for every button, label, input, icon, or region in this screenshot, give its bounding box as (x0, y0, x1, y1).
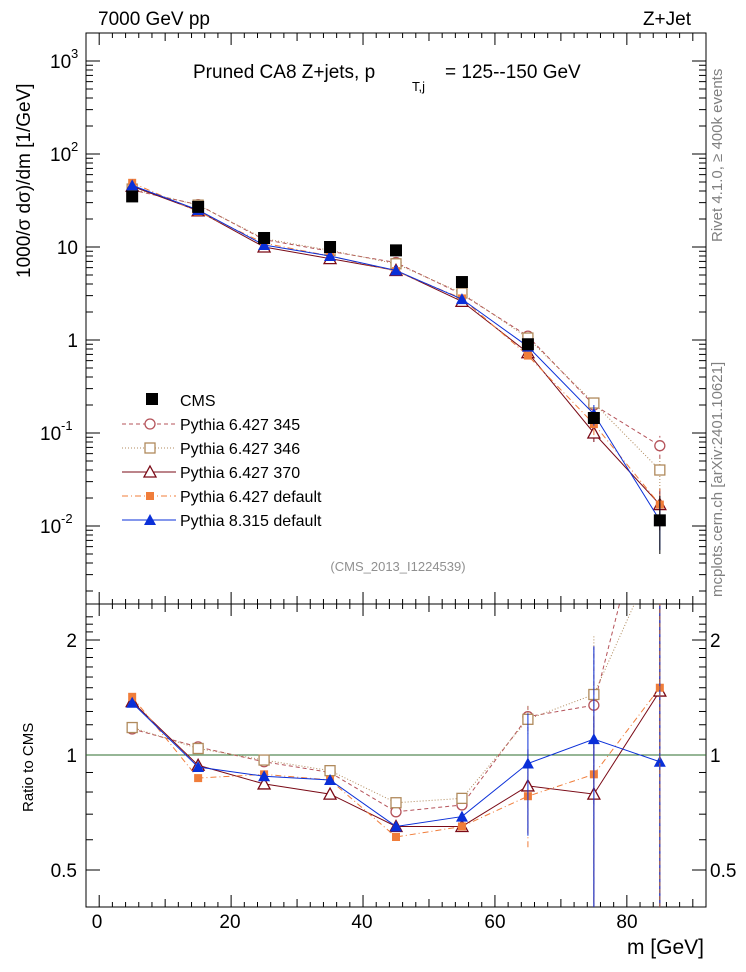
point-p345 (654, 440, 666, 452)
point-p6def (523, 351, 532, 360)
ratio-tick-label-1: 1 (66, 746, 77, 767)
ratio-point-p8def (587, 733, 600, 745)
ratio-point-p346 (456, 792, 468, 805)
legend-marker-p370 (142, 464, 158, 478)
y-tick-label-1000: 10 (50, 52, 71, 73)
plot-title-subscript: T,j (412, 79, 425, 94)
ratio-point-p8def (653, 755, 666, 767)
point-p8def (390, 264, 402, 276)
ratio-tick-label-right-1: 1 (710, 746, 721, 767)
legend-label-cms: CMS (180, 393, 216, 410)
main-y-tick-labels: 10 3 10 2 10 1 10 -1 10 -2 (40, 46, 78, 538)
axis-ticks (86, 32, 706, 907)
y-tick-label-0.1: 10 (40, 424, 61, 445)
legend-label-p346: Pythia 6.427 346 (180, 441, 300, 458)
point-p8def (126, 179, 139, 191)
main-panel-frame (85, 32, 707, 605)
legend-label-p8def: Pythia 8.315 default (180, 513, 322, 530)
legend-marker-p345 (144, 418, 156, 430)
energy-label: 7000 GeV pp (98, 9, 210, 30)
ratio-line-p6def (131, 687, 661, 838)
x-tick-label-80: 80 (616, 912, 637, 933)
point-cms (587, 411, 600, 424)
point-cms (324, 241, 337, 253)
ratio-point-p346 (126, 721, 138, 734)
y-tick-label-1: 1 (67, 331, 78, 352)
ratio-point-p346 (390, 797, 402, 809)
point-cms (455, 276, 468, 289)
legend-marker-p6def (146, 492, 154, 500)
y-tick-label-10: 10 (57, 238, 78, 259)
y-tick-label-0.01: 10 (40, 517, 61, 538)
process-label: Z+Jet (643, 9, 692, 30)
ratio-y-tick-labels: 2 1 0.5 2 1 0.5 (51, 631, 737, 882)
x-tick-labels: 0 20 40 60 80 (92, 912, 638, 933)
ratio-point-p8def (455, 810, 468, 822)
ratio-point-p6def (194, 774, 203, 783)
ratio-tick-label-0.5: 0.5 (51, 861, 77, 882)
point-cms (258, 231, 271, 244)
ratio-axis-title: Ratio to CMS (20, 723, 37, 812)
point-cms (521, 338, 534, 351)
ratio-point-p6def (457, 822, 466, 831)
ratio-line-p346 (132, 604, 635, 804)
point-cms (192, 200, 205, 213)
plot-title: Pruned CA8 Z+jets, p (193, 62, 375, 83)
y-tick-label-100: 10 (50, 145, 71, 166)
ratio-tick-label-right-2: 2 (710, 631, 721, 652)
ratio-point-p370 (256, 776, 272, 790)
y-axis-title: 1000/σ dσ)/dm [1/GeV] (14, 83, 35, 278)
legend-marker-p8def (144, 514, 156, 525)
point-p8def (258, 239, 271, 251)
ratio-tick-label-2: 2 (66, 631, 77, 652)
x-axis-title: m [GeV] (627, 936, 704, 959)
rivet-info: Rivet 4.1.0, ≥ 400k events (709, 69, 726, 242)
ratio-point-p8def (390, 820, 402, 832)
x-tick-label-20: 20 (219, 912, 240, 933)
ratio-tick-label-right-0.5: 0.5 (710, 861, 736, 882)
legend: CMS Pythia 6.427 345 Pythia 6.427 346 Py… (122, 393, 322, 530)
ratio-point-p8def (126, 696, 139, 708)
y-tick-exp-3: 3 (71, 46, 78, 61)
legend-marker-p346 (144, 442, 156, 454)
x-tick-label-0: 0 (92, 912, 103, 933)
point-p8def (324, 250, 337, 262)
plot-title-range: = 125--150 GeV (445, 62, 581, 83)
legend-marker-cms (146, 393, 158, 405)
point-p346 (654, 464, 666, 476)
main-series (125, 178, 667, 554)
ratio-point-p346 (258, 754, 270, 766)
ratio-point-p8def (258, 770, 271, 782)
point-cms (126, 190, 139, 203)
y-tick-exp-2: 2 (71, 139, 78, 154)
y-tick-exp-neg2: -2 (61, 511, 73, 526)
point-p8def (455, 293, 468, 305)
ratio-point-p8def (521, 757, 534, 769)
ratio-line-p345 (132, 604, 620, 813)
legend-label-p6def: Pythia 6.427 default (180, 489, 322, 506)
ratio-point-p8def (192, 761, 205, 773)
ratio-point-p8def (324, 774, 337, 786)
point-cms (390, 244, 402, 257)
ratio-point-p370 (322, 786, 338, 800)
legend-label-p345: Pythia 6.427 345 (180, 417, 300, 434)
x-tick-label-40: 40 (351, 912, 372, 933)
analysis-label: (CMS_2013_I1224539) (330, 559, 465, 574)
mcplots-info: mcplots.cern.ch [arXiv:2401.10621] (709, 362, 726, 597)
ratio-point-p6def (392, 833, 400, 842)
y-tick-exp-neg1: -1 (61, 418, 73, 433)
legend-label-p370: Pythia 6.427 370 (180, 465, 300, 482)
x-tick-label-60: 60 (484, 912, 505, 933)
ratio-series (125, 604, 667, 907)
ratio-point-p346 (192, 742, 204, 755)
